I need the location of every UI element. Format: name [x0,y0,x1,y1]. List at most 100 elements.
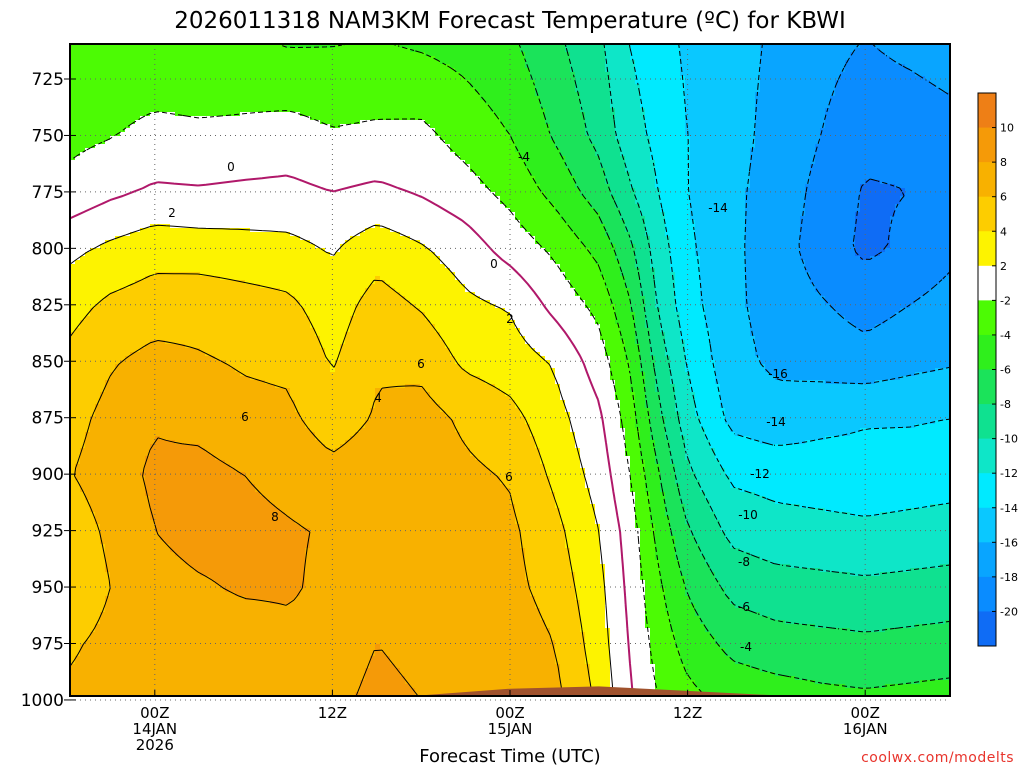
field-cell [195,284,201,289]
field-cell [180,160,186,165]
field-cell [120,148,126,153]
field-cell [195,296,201,301]
field-cell [210,672,216,677]
field-cell [130,204,136,209]
field-cell [165,588,171,593]
field-cell [105,452,111,457]
field-cell [120,452,126,457]
field-cell [155,608,161,613]
field-cell [75,476,81,481]
field-cell [85,664,91,669]
field-cell [145,508,151,513]
field-cell [135,420,141,425]
field-cell [210,444,216,449]
field-cell [130,236,136,241]
field-cell [100,172,106,177]
field-cell [205,328,211,333]
field-cell [130,620,136,625]
field-cell [90,420,96,425]
field-cell [165,252,171,257]
field-cell [170,108,176,113]
field-cell [185,300,191,305]
field-cell [85,620,91,625]
field-cell [85,300,91,305]
field-cell [120,356,126,361]
field-cell [180,276,186,281]
field-cell [155,212,161,217]
field-cell [90,664,96,669]
field-cell [80,64,86,69]
field-cell [190,164,196,169]
field-cell [170,692,176,696]
field-cell [105,192,111,197]
field-cell [125,568,131,573]
field-cell [150,488,156,493]
field-cell [150,616,156,621]
field-cell [200,420,206,425]
field-cell [120,504,126,509]
field-cell [75,248,81,253]
field-cell [190,648,196,653]
field-cell [170,168,176,173]
field-cell [135,132,141,137]
field-cell [190,180,196,185]
field-cell [110,104,116,109]
field-cell [85,380,91,385]
field-cell [120,496,126,501]
field-cell [105,304,111,309]
field-cell [165,436,171,441]
field-cell [75,404,81,409]
field-cell [105,224,111,229]
field-cell [215,488,221,493]
field-cell [175,160,181,165]
field-cell [210,344,216,349]
field-cell [180,176,186,181]
field-cell [195,620,201,625]
field-cell [210,448,216,453]
field-cell [180,220,186,225]
field-cell [95,512,101,517]
field-cell [80,400,86,405]
field-cell [125,556,131,561]
field-cell [100,124,106,129]
field-cell [125,388,131,393]
field-cell [90,544,96,549]
field-cell [120,436,126,441]
field-cell [105,260,111,265]
field-cell [175,176,181,181]
field-cell [190,528,196,533]
field-cell [115,648,121,653]
field-cell [155,124,161,129]
field-cell [170,340,176,345]
field-cell [75,216,81,221]
field-cell [70,236,76,241]
field-cell [90,596,96,601]
field-cell [70,572,76,577]
field-cell [215,52,221,57]
field-cell [205,552,211,557]
field-cell [220,304,226,309]
field-cell [80,452,86,457]
field-cell [175,156,181,161]
field-cell [165,416,171,421]
field-cell [110,568,116,573]
field-cell [90,152,96,157]
field-cell [220,408,226,413]
field-cell [175,348,181,353]
field-cell [105,544,111,549]
field-cell [205,584,211,589]
field-cell [105,64,111,69]
field-cell [115,280,121,285]
field-cell [180,388,186,393]
field-cell [185,252,191,257]
field-cell [190,348,196,353]
field-cell [75,464,81,469]
field-cell [220,176,226,181]
field-cell [130,452,136,457]
field-cell [120,620,126,625]
field-cell [135,208,141,213]
field-cell [110,508,116,513]
field-cell [205,456,211,461]
field-cell [190,276,196,281]
